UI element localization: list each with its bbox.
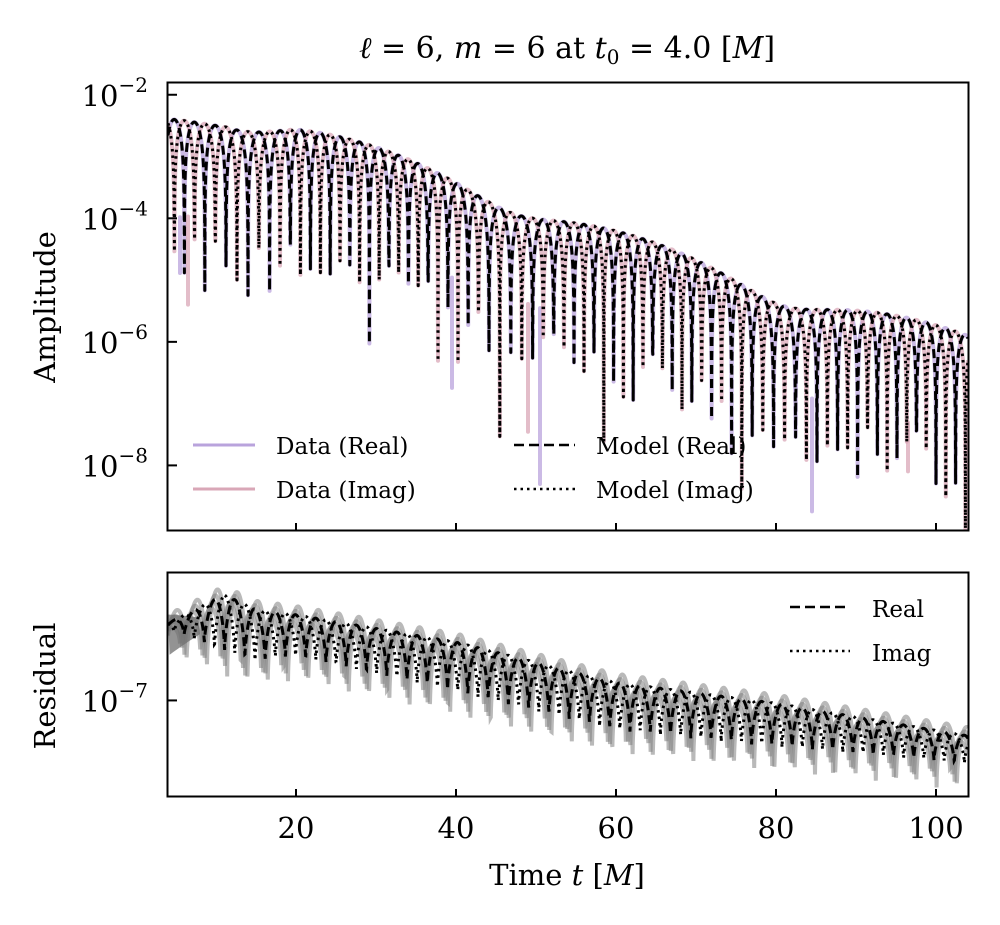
amplitude-ticks: 10−2 10−4 10−6 10−8 xyxy=(82,73,937,530)
amplitude-legend: Data (Real) Data (Imag) Model (Real) Mod… xyxy=(193,434,754,504)
xlabel-var: t xyxy=(572,858,584,892)
y-tick-label: 10−8 xyxy=(82,443,148,483)
x-tick-label: 100 xyxy=(908,811,963,845)
title-ell: ℓ xyxy=(359,31,372,66)
legend-label-model-real: Model (Real) xyxy=(596,434,746,460)
legend-label-data-real: Data (Real) xyxy=(276,434,408,460)
x-tick-label: 40 xyxy=(438,811,475,845)
y-tick-label: 10−4 xyxy=(82,196,148,236)
legend-item-model-imag: Model (Imag) xyxy=(514,478,754,504)
residual-xlabel: Time t [M] xyxy=(489,858,645,892)
x-tick-label: 80 xyxy=(758,811,795,845)
y-tick-label: 10−2 xyxy=(82,73,148,113)
residual-ylabel: Residual xyxy=(28,623,62,750)
title-ell-value: 6 xyxy=(416,31,435,66)
legend-label-residual-real: Real xyxy=(872,597,924,623)
residual-ticks: 20 40 60 80 100 10−7 xyxy=(82,678,964,845)
legend-item-model-real: Model (Real) xyxy=(514,434,746,460)
legend-item-data-real: Data (Real) xyxy=(193,434,408,460)
xlabel-unit: M xyxy=(603,858,635,892)
amplitude-plot-area xyxy=(168,117,968,530)
amplitude-axes-frame xyxy=(166,81,970,532)
residual-sample-line xyxy=(168,602,968,774)
residual-early-band xyxy=(168,614,200,655)
title-t0-value: 4.0 xyxy=(664,31,712,66)
series-model-imag xyxy=(168,119,968,530)
title-m: m xyxy=(454,31,482,66)
title-m-value: 6 xyxy=(527,31,546,66)
y-tick-label: 10−7 xyxy=(82,678,148,718)
xlabel-word: Time xyxy=(489,858,562,892)
x-tick-label: 60 xyxy=(598,811,635,845)
legend-item-residual-real: Real xyxy=(790,597,924,623)
residual-axes-frame xyxy=(166,571,970,798)
title-unit: M xyxy=(732,31,765,66)
title-at: at xyxy=(555,31,585,66)
residual-legend: Real Imag xyxy=(790,597,932,667)
amplitude-ylabel: Amplitude xyxy=(28,231,62,384)
legend-label-model-imag: Model (Imag) xyxy=(596,478,754,504)
title-t0: t xyxy=(595,31,608,66)
y-tick-label: 10−6 xyxy=(82,320,148,360)
x-tick-label: 20 xyxy=(278,811,315,845)
legend-item-data-imag: Data (Imag) xyxy=(193,478,416,504)
chart-title: ℓ = 6, m = 6 at t0 = 4.0 [M] xyxy=(359,31,775,69)
legend-label-data-imag: Data (Imag) xyxy=(276,478,416,504)
series-model-real xyxy=(168,117,968,486)
legend-label-residual-imag: Imag xyxy=(872,641,932,667)
residual-plot-area xyxy=(168,587,968,788)
legend-item-residual-imag: Imag xyxy=(790,641,932,667)
title-t0-sub: 0 xyxy=(607,45,620,69)
